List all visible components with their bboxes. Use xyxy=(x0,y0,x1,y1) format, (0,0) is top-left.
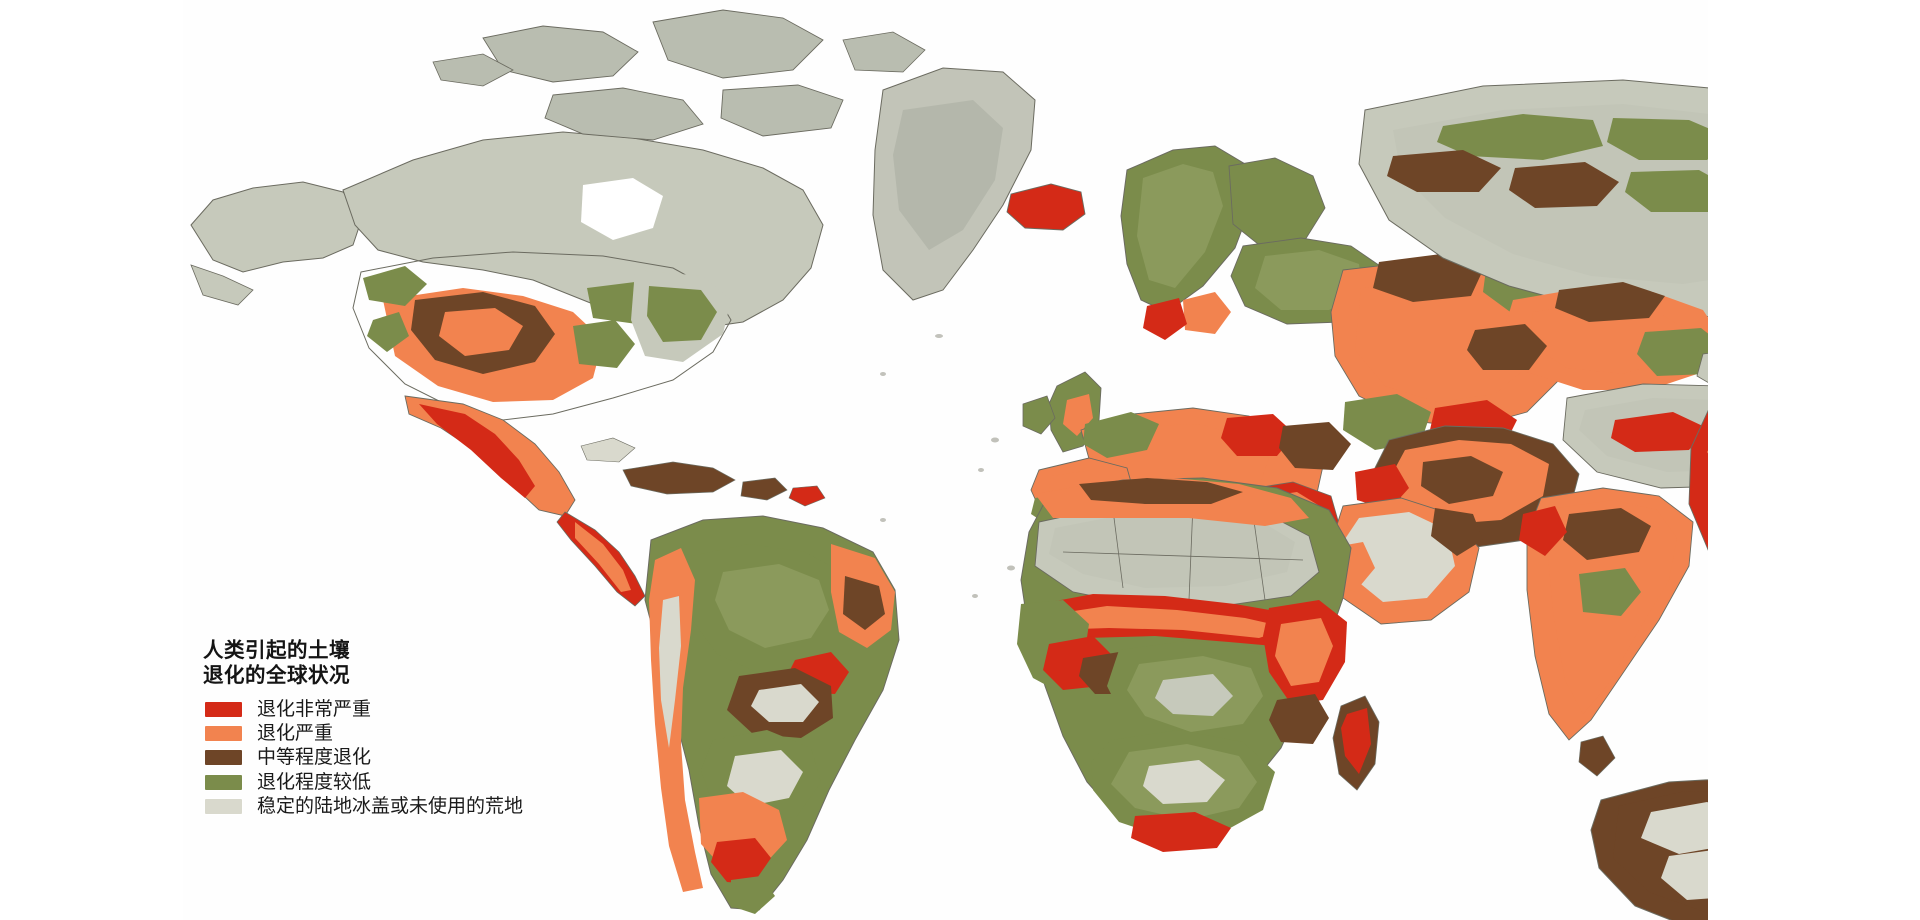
region-north-america xyxy=(190,9,1036,607)
legend-items: 退化非常严重 退化严重 中等程度退化 退化程度较低 稳定的陆地冰盖或未使用的荒地 xyxy=(202,697,623,819)
legend-item-very-severe[interactable]: 退化非常严重 xyxy=(202,697,623,721)
legend-item-low[interactable]: 退化程度较低 xyxy=(202,770,623,794)
region-atlantic-islands xyxy=(880,334,1015,598)
world-map[interactable] xyxy=(183,0,1708,920)
legend-item-moderate[interactable]: 中等程度退化 xyxy=(202,746,623,770)
legend-title-line1: 人类引起的土壤 xyxy=(203,638,350,662)
legend-title: 人类引起的土壤 退化的全球状况 xyxy=(203,638,623,688)
region-south-america xyxy=(644,515,900,914)
world-map-svg xyxy=(183,0,1708,920)
legend-label-severe: 退化严重 xyxy=(257,722,334,745)
map-legend: 人类引起的土壤 退化的全球状况 退化非常严重 退化严重 中等程度退化 退化程度较低… xyxy=(203,638,623,819)
legend-label-stable-or-unused: 稳定的陆地冰盖或未使用的荒地 xyxy=(257,795,524,818)
legend-swatch-very-severe xyxy=(205,701,242,717)
legend-swatch-stable-or-unused xyxy=(205,799,242,815)
legend-label-moderate: 中等程度退化 xyxy=(257,746,372,769)
legend-swatch-low xyxy=(205,774,242,790)
legend-swatch-severe xyxy=(205,726,242,742)
region-asia xyxy=(1326,79,1708,777)
legend-label-low: 退化程度较低 xyxy=(257,770,372,793)
legend-swatch-moderate xyxy=(205,750,242,766)
legend-item-stable-or-unused[interactable]: 稳定的陆地冰盖或未使用的荒地 xyxy=(202,795,623,819)
region-oceania xyxy=(1590,779,1708,920)
legend-label-very-severe: 退化非常严重 xyxy=(257,697,372,720)
region-africa xyxy=(1017,477,1380,852)
legend-item-severe[interactable]: 退化严重 xyxy=(202,721,623,745)
legend-title-line2: 退化的全球状况 xyxy=(203,663,350,687)
